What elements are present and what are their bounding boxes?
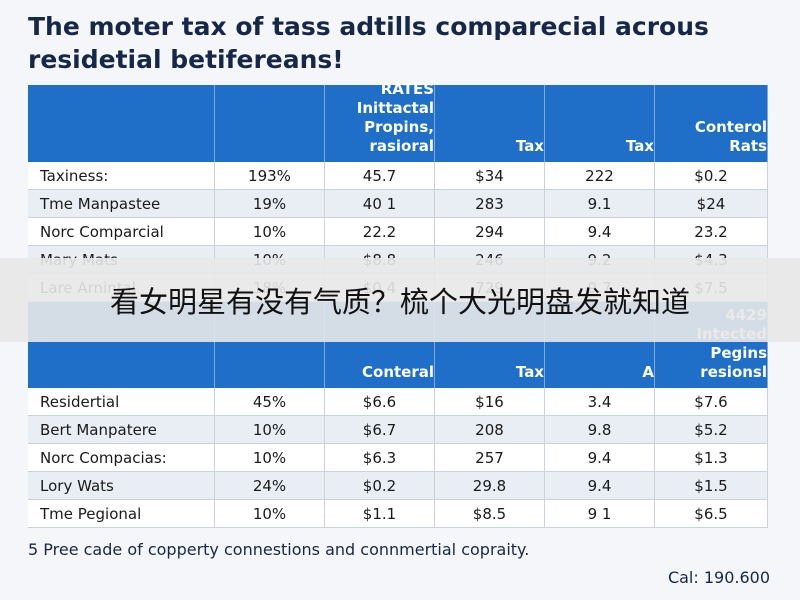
table-cell: 10% (215, 500, 325, 528)
footnote: 5 Pree cade of copperty connestions and … (28, 540, 530, 559)
table-cell: $6.6 (325, 388, 435, 416)
table-cell: 3.4 (545, 388, 655, 416)
table-cell: $6.7 (325, 416, 435, 444)
table-cell: 283 (435, 190, 545, 218)
header-cell (28, 85, 215, 162)
header-text: resionsl (700, 363, 767, 381)
table-cell: 10% (215, 444, 325, 472)
table-cell: 23.2 (655, 218, 768, 246)
table-cell: Tme Manpastee (28, 190, 215, 218)
banner: 看女明星有没有气质？梳个大光明盘发就知道 (0, 258, 800, 342)
title: The moter tax of tass adtills comparecia… (28, 12, 709, 74)
header-text: Propins, (364, 118, 434, 136)
table-cell: $1.3 (655, 444, 768, 472)
table-cell: Bert Manpatere (28, 416, 215, 444)
header-cell: Tax (545, 85, 655, 162)
header-cell: Conterol Rats (655, 85, 768, 162)
table-cell: $0.2 (655, 162, 768, 190)
table-cell: Lory Wats (28, 472, 215, 500)
table-cell: $0.2 (325, 472, 435, 500)
table-row: Norc Compacias: 10% $6.3 257 9.4 $1.3 (28, 444, 768, 472)
table-row: Tme Manpastee 19% 40 1 283 9.1 $24 (28, 190, 768, 218)
table-cell: Norc Compacias: (28, 444, 215, 472)
table-cell: $34 (435, 162, 545, 190)
header-text: RATES (380, 80, 434, 98)
header-text: Tax (625, 137, 654, 155)
table-cell: 294 (435, 218, 545, 246)
table-cell: 19% (215, 190, 325, 218)
table-cell: 9 1 (545, 500, 655, 528)
header-row: RATES Inittactal Propins, rasioral Tax Tax Con… (28, 80, 768, 162)
table-row: Residertial 45% $6.6 $16 3.4 $7.6 (28, 388, 768, 416)
header-text: Conteral (362, 363, 434, 381)
table-cell: Norc Comparcial (28, 218, 215, 246)
table-cell: Taxiness: (28, 162, 215, 190)
table-row: Bert Manpatere 10% $6.7 208 9.8 $5.2 (28, 416, 768, 444)
table-cell: 10% (215, 416, 325, 444)
header-text: Tax (515, 137, 544, 155)
table-row: Tme Pegional 10% $1.1 $8.5 9 1 $6.5 (28, 500, 768, 528)
table-cell: 29.8 (435, 472, 545, 500)
table-cell: 9.4 (545, 218, 655, 246)
table-row: Norc Comparcial 10% 22.2 294 9.4 23.2 (28, 218, 768, 246)
table-cell: 22.2 (325, 218, 435, 246)
table-cell: 45% (215, 388, 325, 416)
table-cell: 9.4 (545, 472, 655, 500)
table-cell: $6.5 (655, 500, 768, 528)
table-cell: Tme Pegional (28, 500, 215, 528)
header-text: rasioral (369, 137, 434, 155)
table-cell: 40 1 (325, 190, 435, 218)
header-text: A (642, 363, 654, 381)
table-cell: 208 (435, 416, 545, 444)
table-cell: $1.1 (325, 500, 435, 528)
table-cell: $1.5 (655, 472, 768, 500)
table-row: Taxiness: 193% 45.7 $34 222 $0.2 (28, 162, 768, 190)
table-cell: $24 (655, 190, 768, 218)
header-text: Tax (515, 363, 544, 381)
table-cell: $16 (435, 388, 545, 416)
table-cell: 10% (215, 218, 325, 246)
header-text: Inittactal (356, 99, 434, 117)
table-cell: $7.6 (655, 388, 768, 416)
header-text: Conterol (694, 118, 767, 136)
table-cell: 9.1 (545, 190, 655, 218)
table-cell: 257 (435, 444, 545, 472)
table-cell: 9.8 (545, 416, 655, 444)
table-cell: 45.7 (325, 162, 435, 190)
header-cell: RATES Inittactal Propins, rasioral (325, 80, 435, 162)
header-text: Rats (729, 137, 767, 155)
table-cell: $6.3 (325, 444, 435, 472)
table-cell: $8.5 (435, 500, 545, 528)
header-cell (215, 85, 325, 162)
total: Cal: 190.600 (667, 568, 770, 587)
table-row: Lory Wats 24% $0.2 29.8 9.4 $1.5 (28, 472, 768, 500)
table-cell: $5.2 (655, 416, 768, 444)
table-cell: 9.4 (545, 444, 655, 472)
table-cell: Residertial (28, 388, 215, 416)
table-cell: 193% (215, 162, 325, 190)
header-cell: Tax (435, 85, 545, 162)
header-text: Pegins (710, 344, 767, 362)
table-cell: 222 (545, 162, 655, 190)
table-cell: 24% (215, 472, 325, 500)
